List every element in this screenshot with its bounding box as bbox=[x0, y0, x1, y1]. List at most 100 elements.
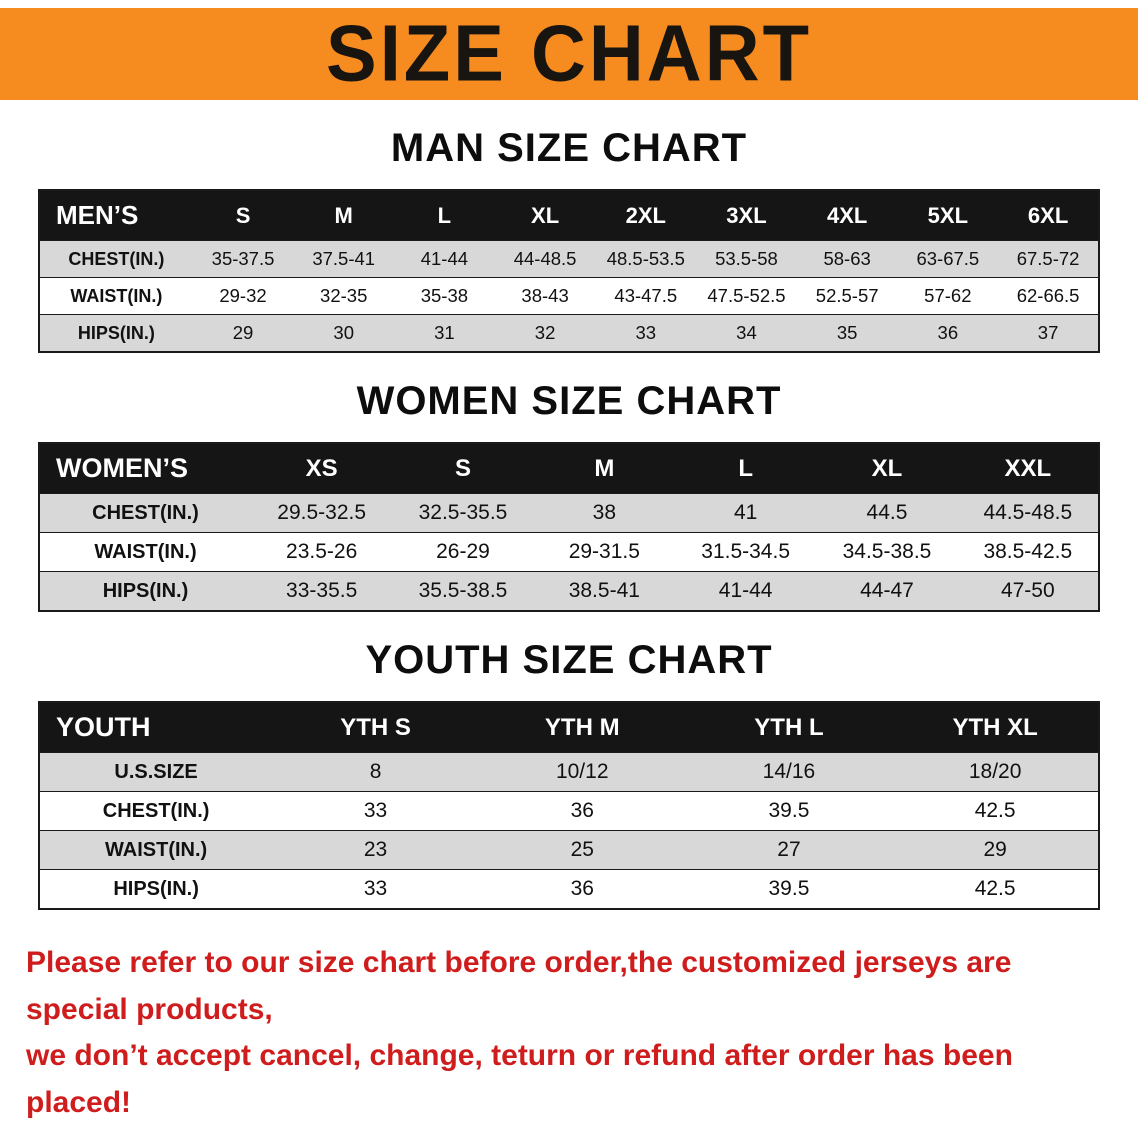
women-section-heading: WOMEN SIZE CHART bbox=[356, 379, 782, 423]
size-column-header: 6XL bbox=[998, 190, 1099, 241]
men-size-table: MEN’S S M L XL 2XL 3XL 4XL 5XL 6XL CHEST(IN.) 35-37… bbox=[38, 189, 1100, 353]
policy-line-1: Please refer to our size chart before or… bbox=[26, 946, 1012, 1026]
size-value: 41-44 bbox=[674, 571, 817, 611]
measurement-label: CHEST(IN.) bbox=[39, 240, 193, 278]
size-value: 35 bbox=[796, 314, 898, 352]
size-value: 53.5-58 bbox=[696, 240, 797, 278]
size-value: 31.5-34.5 bbox=[674, 532, 817, 572]
size-column-header: XL bbox=[816, 443, 958, 494]
size-value: 33 bbox=[272, 791, 479, 831]
size-value: 35-37.5 bbox=[192, 240, 294, 278]
size-value: 26-29 bbox=[392, 532, 534, 572]
size-value: 39.5 bbox=[685, 869, 893, 909]
size-value: 14/16 bbox=[685, 752, 893, 792]
policy-line-2: we don’t accept cancel, change, teturn o… bbox=[26, 1039, 1013, 1119]
size-column-header: XS bbox=[251, 443, 393, 494]
size-value: 52.5-57 bbox=[796, 277, 898, 315]
size-value: 44.5-48.5 bbox=[957, 493, 1099, 533]
size-column-header: 2XL bbox=[595, 190, 697, 241]
size-value: 27 bbox=[685, 830, 893, 870]
size-column-header: 5XL bbox=[897, 190, 999, 241]
table-row: CHEST(IN.) 29.5-32.5 32.5-35.5 38 41 44.5 44.5… bbox=[39, 493, 1099, 533]
size-value: 44-48.5 bbox=[494, 240, 596, 278]
size-column-header: S bbox=[192, 190, 294, 241]
size-value: 39.5 bbox=[685, 791, 893, 831]
size-value: 47-50 bbox=[957, 571, 1099, 611]
table-row: WAIST(IN.) 23 25 27 29 bbox=[39, 830, 1099, 870]
measurement-label: HIPS(IN.) bbox=[39, 869, 273, 909]
measurement-label: WAIST(IN.) bbox=[39, 277, 193, 315]
measurement-label: HIPS(IN.) bbox=[39, 314, 193, 352]
size-value: 32.5-35.5 bbox=[392, 493, 534, 533]
table-row: HIPS(IN.) 33 36 39.5 42.5 bbox=[39, 869, 1099, 909]
size-value: 38.5-42.5 bbox=[957, 532, 1099, 572]
size-value: 29-31.5 bbox=[533, 532, 675, 572]
measurement-label: WAIST(IN.) bbox=[39, 532, 251, 572]
size-value: 38 bbox=[533, 493, 675, 533]
size-value: 43-47.5 bbox=[595, 277, 697, 315]
size-value: 37.5-41 bbox=[293, 240, 395, 278]
size-column-header: XXL bbox=[957, 443, 1099, 494]
table-group-label: MEN’S bbox=[39, 190, 193, 241]
size-value: 29.5-32.5 bbox=[251, 493, 393, 533]
section-men: MAN SIZE CHART MEN’S S M L XL 2XL 3XL 4XL 5XL 6XL… bbox=[0, 126, 1138, 353]
size-value: 33 bbox=[272, 869, 479, 909]
size-value: 41 bbox=[674, 493, 817, 533]
size-value: 36 bbox=[897, 314, 999, 352]
size-value: 58-63 bbox=[796, 240, 898, 278]
size-value: 38.5-41 bbox=[533, 571, 675, 611]
size-column-header: YTH XL bbox=[892, 702, 1099, 753]
size-value: 31 bbox=[394, 314, 495, 352]
size-value: 35-38 bbox=[394, 277, 495, 315]
table-row: CHEST(IN.) 33 36 39.5 42.5 bbox=[39, 791, 1099, 831]
size-column-header: 3XL bbox=[696, 190, 797, 241]
table-header-row: WOMEN’S XS S M L XL XXL bbox=[39, 443, 1099, 494]
table-row: HIPS(IN.) 33-35.5 35.5-38.5 38.5-41 41-44 44-… bbox=[39, 571, 1099, 611]
size-column-header: L bbox=[394, 190, 495, 241]
size-value: 38-43 bbox=[494, 277, 596, 315]
size-column-header: M bbox=[293, 190, 395, 241]
size-value: 29-32 bbox=[192, 277, 294, 315]
size-column-header: L bbox=[674, 443, 817, 494]
size-value: 33-35.5 bbox=[251, 571, 393, 611]
table-row: WAIST(IN.) 29-32 32-35 35-38 38-43 43-47.5 47.… bbox=[39, 277, 1099, 315]
size-value: 29 bbox=[892, 830, 1099, 870]
size-value: 36 bbox=[478, 791, 686, 831]
size-value: 36 bbox=[478, 869, 686, 909]
section-youth: YOUTH SIZE CHART YOUTH YTH S YTH M YTH L YTH… bbox=[0, 638, 1138, 910]
size-value: 48.5-53.5 bbox=[595, 240, 697, 278]
size-column-header: 4XL bbox=[796, 190, 898, 241]
size-column-header: S bbox=[392, 443, 534, 494]
measurement-label: U.S.SIZE bbox=[39, 752, 273, 792]
table-row: WAIST(IN.) 23.5-26 26-29 29-31.5 31.5-34.5 34… bbox=[39, 532, 1099, 572]
size-value: 42.5 bbox=[892, 869, 1099, 909]
size-value: 63-67.5 bbox=[897, 240, 999, 278]
size-value: 8 bbox=[272, 752, 479, 792]
measurement-label: CHEST(IN.) bbox=[39, 791, 273, 831]
measurement-label: WAIST(IN.) bbox=[39, 830, 273, 870]
size-value: 44-47 bbox=[816, 571, 958, 611]
size-column-header: XL bbox=[494, 190, 596, 241]
measurement-label: HIPS(IN.) bbox=[39, 571, 251, 611]
size-value: 10/12 bbox=[478, 752, 686, 792]
women-size-table: WOMEN’S XS S M L XL XXL CHEST(IN.) 29.5-32.5 32.5… bbox=[38, 442, 1100, 612]
order-policy-note: Please refer to our size chart before or… bbox=[0, 940, 1138, 1126]
size-value: 62-66.5 bbox=[998, 277, 1099, 315]
size-chart-page: SIZE CHART MAN SIZE CHART MEN’S S M L XL 2XL 3… bbox=[0, 8, 1138, 1146]
size-value: 18/20 bbox=[892, 752, 1099, 792]
table-row: HIPS(IN.) 29 30 31 32 33 34 35 36 37 bbox=[39, 314, 1099, 352]
size-value: 29 bbox=[192, 314, 294, 352]
table-header-row: YOUTH YTH S YTH M YTH L YTH XL bbox=[39, 702, 1099, 753]
size-column-header: YTH S bbox=[272, 702, 479, 753]
size-value: 25 bbox=[478, 830, 686, 870]
section-women: WOMEN SIZE CHART WOMEN’S XS S M L XL XXL CHEST(… bbox=[0, 379, 1138, 612]
title-banner: SIZE CHART bbox=[0, 8, 1138, 100]
size-value: 32-35 bbox=[293, 277, 395, 315]
size-value: 30 bbox=[293, 314, 395, 352]
size-column-header: M bbox=[533, 443, 675, 494]
size-value: 41-44 bbox=[394, 240, 495, 278]
table-row: CHEST(IN.) 35-37.5 37.5-41 41-44 44-48.5 48.5… bbox=[39, 240, 1099, 278]
size-value: 23.5-26 bbox=[251, 532, 393, 572]
table-row: U.S.SIZE 8 10/12 14/16 18/20 bbox=[39, 752, 1099, 792]
table-header-row: MEN’S S M L XL 2XL 3XL 4XL 5XL 6XL bbox=[39, 190, 1099, 241]
